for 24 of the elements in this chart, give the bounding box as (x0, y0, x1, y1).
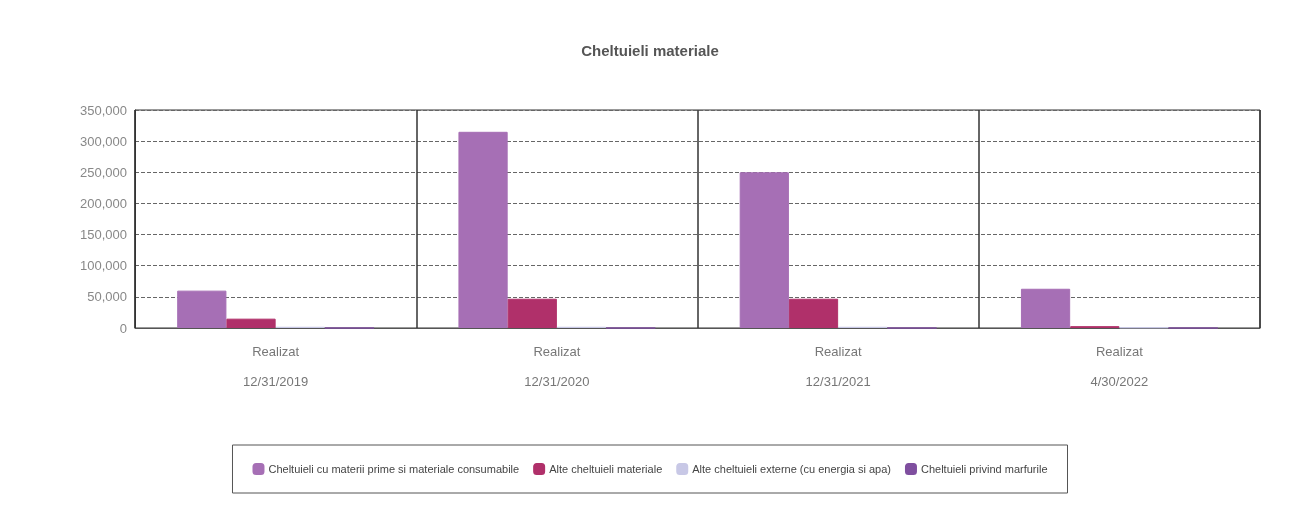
bar (458, 131, 508, 328)
y-tick-label: 250,000 (80, 164, 127, 180)
bar (177, 290, 227, 328)
x-tick-label: Realizat 12/31/2020 (524, 343, 590, 389)
y-tick-label: 100,000 (80, 258, 127, 274)
chart-title: Cheltuieli materiale (581, 42, 719, 59)
bar (788, 298, 839, 328)
y-tick-label: 150,000 (80, 227, 127, 243)
bar (226, 318, 276, 328)
x-tick-label: Realizat 4/30/2022 (1090, 343, 1149, 389)
legend-label: Cheltuieli privind marfurile (920, 463, 1048, 475)
y-tick-label: 300,000 (80, 133, 127, 149)
bar (1020, 288, 1071, 328)
x-tick-label: Realizat 12/31/2021 (805, 343, 871, 389)
legend-label: Alte cheltuieli materiale (549, 463, 663, 475)
x-tick-label: Realizat 12/31/2019 (243, 343, 309, 389)
legend-label: Alte cheltuieli externe (cu energia si apa) (692, 463, 891, 475)
legend-label: Cheltuieli cu materii prime si materiale consumabile (268, 463, 520, 475)
y-tick-label: 50,000 (87, 289, 127, 305)
bar (739, 172, 789, 328)
y-tick-label: 0 (119, 320, 127, 336)
bar (507, 298, 557, 328)
y-tick-label: 200,000 (80, 195, 127, 211)
y-tick-label: 350,000 (80, 102, 127, 118)
